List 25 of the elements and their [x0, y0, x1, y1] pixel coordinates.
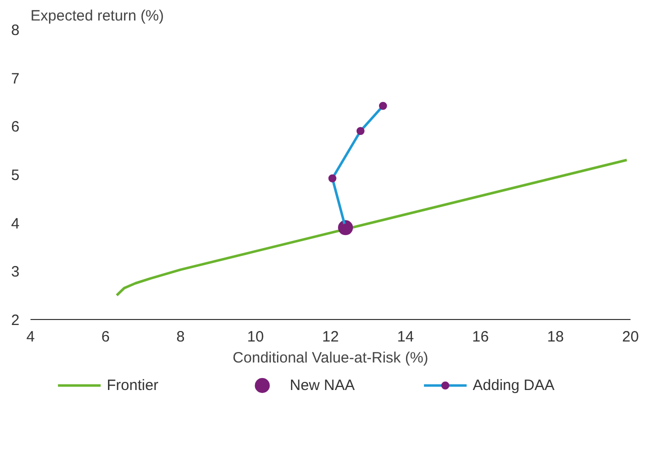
x-tick-label: 20 [622, 328, 639, 346]
x-tick-label: 10 [247, 328, 264, 346]
y-tick-label: 6 [11, 118, 20, 136]
x-tick-label: 8 [176, 328, 185, 346]
x-tick-label: 16 [472, 328, 489, 346]
x-tick-label: 12 [322, 328, 339, 346]
point [379, 102, 387, 110]
legend-label: Adding DAA [472, 377, 554, 394]
x-axis-title: Conditional Value-at-Risk (%) [232, 350, 428, 366]
y-tick-label: 5 [11, 167, 20, 184]
y-tick-label: 7 [11, 70, 20, 88]
point [328, 174, 336, 182]
x-tick-label: 14 [397, 328, 414, 346]
y-tick-label: 8 [11, 22, 20, 39]
y-tick-label: 2 [11, 312, 20, 329]
x-tick-label: 18 [547, 328, 564, 346]
y-tick-label: 3 [11, 264, 20, 281]
line-series [116, 158, 628, 297]
x-tick-label: 6 [101, 328, 110, 346]
point [356, 127, 364, 135]
legend-label: Frontier [106, 377, 158, 394]
y-tick-label: 4 [11, 215, 20, 232]
x-tick-label: 4 [26, 328, 35, 346]
y-axis-title: Expected return (%) [30, 8, 164, 24]
legend-label: New NAA [290, 377, 355, 394]
